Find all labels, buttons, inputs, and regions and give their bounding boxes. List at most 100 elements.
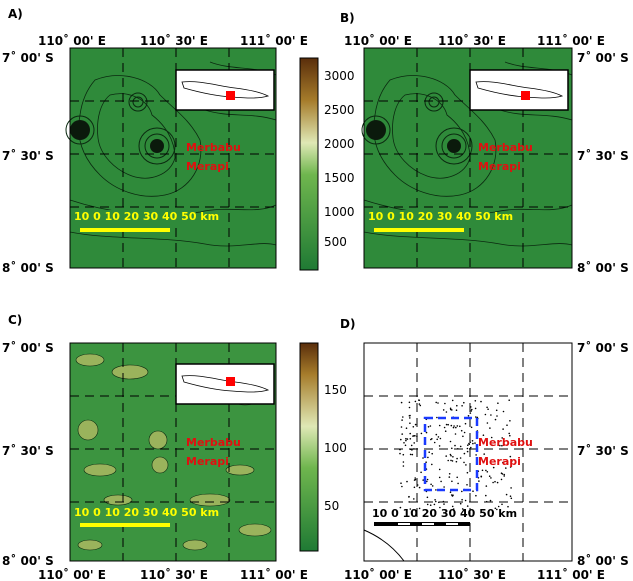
station-dot <box>452 426 455 429</box>
station-dot <box>471 440 474 442</box>
station-dot <box>448 473 451 475</box>
station-dot <box>456 476 459 479</box>
station-dot <box>442 409 445 411</box>
colorbar-top: 3000 2500 2000 1500 1000 500 <box>299 57 355 271</box>
station-dot <box>440 480 442 483</box>
station-dot <box>486 422 489 424</box>
station-dot <box>413 498 415 500</box>
station-dot <box>451 460 454 462</box>
panel-c-merbabu-label: Merbabu <box>186 436 241 449</box>
station-dot <box>485 485 488 487</box>
station-dot <box>444 430 447 433</box>
station-dot <box>431 438 433 440</box>
station-dot <box>503 475 506 477</box>
panel-a-left-tick-1: 7˚ 00' S <box>2 50 54 65</box>
panel-c-inset-marker <box>226 377 235 386</box>
station-dot <box>399 452 401 455</box>
station-dot <box>402 453 405 456</box>
panel-d-station-dots <box>399 399 513 511</box>
station-dot <box>400 482 402 485</box>
station-dot <box>461 508 464 510</box>
station-dot <box>428 451 431 454</box>
station-dot <box>425 431 428 434</box>
panel-c-left-tick-2: 7˚ 30' S <box>2 443 54 458</box>
station-dot <box>491 444 494 447</box>
panel-d-merapi-label: Merapi <box>478 455 521 468</box>
station-dot <box>471 408 473 411</box>
station-dot <box>509 434 511 437</box>
station-dot <box>431 463 433 466</box>
station-dot <box>445 455 448 457</box>
station-dot <box>438 445 441 447</box>
station-dot <box>400 401 403 404</box>
station-dot <box>450 459 452 462</box>
station-dot <box>420 432 423 435</box>
station-dot <box>456 457 458 460</box>
station-dot <box>490 436 493 439</box>
panel-c-bottom-tick-2: 110˚ 30' E <box>140 567 208 581</box>
station-dot <box>409 432 412 435</box>
panel-d-bottom-tick-1: 110˚ 00' E <box>344 567 412 581</box>
station-dot <box>448 476 451 478</box>
station-dot <box>422 457 424 459</box>
panel-a: A) 110˚ 00' E 110˚ 30' E 111˚ 00' E 7˚ 0… <box>2 7 308 275</box>
station-dot <box>507 505 509 508</box>
station-dot <box>414 478 417 481</box>
station-dot <box>465 464 467 466</box>
panel-d-survey-area-box <box>423 416 479 492</box>
panel-b-top-tick-3: 111˚ 00' E <box>537 33 605 48</box>
station-dot <box>401 485 403 488</box>
panel-c: C) 7˚ 00' S 7˚ 30' S 8˚ 00' S 110˚ 00' E… <box>2 313 308 581</box>
station-dot <box>408 401 411 404</box>
station-dot <box>494 507 497 510</box>
panel-d-right-tick-3: 8˚ 00' S <box>577 553 629 568</box>
station-dot <box>437 436 440 438</box>
station-dot <box>489 499 492 502</box>
station-dot <box>509 420 511 422</box>
station-dot <box>492 481 494 484</box>
panel-d-bottom-tick-2: 110˚ 30' E <box>438 567 506 581</box>
station-dot <box>433 509 435 511</box>
station-dot <box>456 425 459 427</box>
station-dot <box>461 405 463 407</box>
panel-a-left-tick-3: 8˚ 00' S <box>2 260 54 275</box>
station-dot <box>496 508 498 511</box>
station-dot <box>444 402 446 405</box>
panel-c-label: C) <box>8 313 22 327</box>
station-dot <box>499 444 501 447</box>
station-dot <box>435 401 438 404</box>
station-dot <box>412 426 415 428</box>
station-dot <box>445 423 448 426</box>
station-dot <box>400 426 403 428</box>
station-dot <box>431 452 434 455</box>
station-dot <box>469 412 472 414</box>
station-dot <box>483 453 486 455</box>
station-dot <box>404 444 407 447</box>
station-dot <box>466 447 469 450</box>
station-dot <box>509 466 512 468</box>
panel-b-top-tick-1: 110˚ 00' E <box>344 33 412 48</box>
station-dot <box>449 453 452 456</box>
station-dot <box>463 401 465 404</box>
panel-b-inset-map <box>469 69 569 111</box>
station-dot <box>408 406 411 409</box>
station-dot <box>494 480 496 483</box>
station-dot <box>484 413 487 416</box>
panel-b-peak-merbabu <box>428 96 440 108</box>
panel-c-scale-bar: 10 0 10 20 30 40 50 km <box>74 506 219 527</box>
panel-a-peak-merbabu <box>132 96 144 108</box>
colorbar-top-tick-2500: 2500 <box>324 103 355 117</box>
panel-a-label: A) <box>8 7 23 21</box>
station-dot <box>457 482 459 485</box>
colorbar-top-tick-3000: 3000 <box>324 69 355 83</box>
station-dot <box>474 442 476 444</box>
station-dot <box>496 415 498 417</box>
station-dot <box>497 505 500 508</box>
station-dot <box>439 506 441 509</box>
station-dot <box>452 494 454 497</box>
panel-c-left-tick-3: 8˚ 00' S <box>2 553 54 568</box>
station-dot <box>501 503 503 506</box>
station-dot <box>414 435 416 437</box>
panel-a-top-tick-3: 111˚ 00' E <box>240 33 308 48</box>
station-dot <box>490 477 492 479</box>
